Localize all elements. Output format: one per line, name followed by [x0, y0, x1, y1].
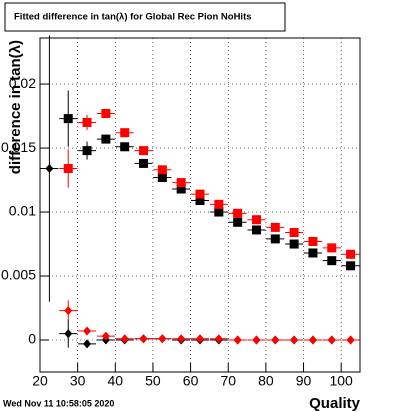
square-marker [101, 109, 111, 119]
x-axis-label: Quality [309, 395, 361, 412]
square-marker [120, 142, 130, 152]
square-marker [214, 199, 224, 209]
square-marker [139, 158, 149, 168]
diamond-marker [346, 335, 355, 345]
x-tick-label: 40 [108, 373, 124, 389]
x-tick-label: 100 [329, 373, 353, 389]
square-marker [176, 184, 186, 194]
square-marker [63, 164, 73, 174]
diamond-marker [158, 334, 167, 344]
square-marker [233, 217, 243, 227]
square-marker [233, 208, 243, 218]
diamond-marker [327, 335, 336, 345]
diamond-marker [101, 331, 110, 341]
x-tick-label: 80 [258, 373, 274, 389]
diamond-marker [64, 306, 73, 316]
square-marker [176, 178, 186, 188]
square-marker [214, 207, 224, 217]
diamond-marker [83, 339, 92, 349]
square-marker [289, 228, 299, 238]
square-marker [270, 234, 280, 244]
square-marker [82, 117, 92, 127]
x-tick-label: 70 [220, 373, 236, 389]
square-marker [346, 249, 356, 259]
diamond-marker [308, 335, 317, 345]
y-tick-label: 0.01 [9, 203, 36, 219]
x-tick-label: 50 [145, 373, 161, 389]
y-axis-label: difference in tan(λ) [7, 40, 24, 174]
diamond-marker [45, 164, 54, 174]
square-marker [120, 128, 130, 138]
diamond-marker [252, 335, 261, 345]
diamond-marker [290, 335, 299, 345]
square-marker [251, 215, 261, 225]
x-tick-label: 90 [296, 373, 312, 389]
diamond-marker [83, 326, 92, 336]
square-marker [327, 243, 337, 253]
plot-frame [39, 37, 361, 373]
square-marker [289, 239, 299, 249]
square-marker [63, 114, 73, 124]
diamond-marker [139, 334, 148, 344]
footer: Wed Nov 11 10:58:05 2020 [3, 398, 114, 408]
x-tick-label: 30 [70, 373, 86, 389]
diamond-marker [177, 334, 186, 344]
diamond-marker [64, 329, 73, 339]
y-tick-label: 0 [28, 331, 36, 347]
square-marker [101, 134, 111, 144]
x-tick-label: 20 [32, 373, 48, 389]
square-marker [82, 146, 92, 156]
square-marker [346, 261, 356, 271]
y-tick-label: 0.02 [9, 75, 36, 91]
square-marker [157, 165, 167, 175]
square-marker [195, 196, 205, 206]
title-box [4, 2, 286, 32]
x-tick-label: 60 [183, 373, 199, 389]
diamond-marker [233, 335, 242, 345]
square-marker [308, 248, 318, 258]
square-marker [308, 236, 318, 246]
diamond-marker [271, 335, 280, 345]
y-tick-label: 0.005 [1, 267, 36, 283]
square-marker [327, 256, 337, 266]
diamond-marker [214, 334, 223, 344]
chart-title: Fitted difference in tan(λ) for Global R… [14, 12, 252, 23]
y-tick-label: 0.015 [1, 139, 36, 155]
square-marker [139, 146, 149, 156]
diamond-marker [120, 334, 129, 344]
diamond-marker [196, 334, 204, 344]
square-marker [195, 189, 205, 199]
square-marker [270, 222, 280, 232]
square-marker [157, 172, 167, 182]
square-marker [251, 225, 261, 235]
